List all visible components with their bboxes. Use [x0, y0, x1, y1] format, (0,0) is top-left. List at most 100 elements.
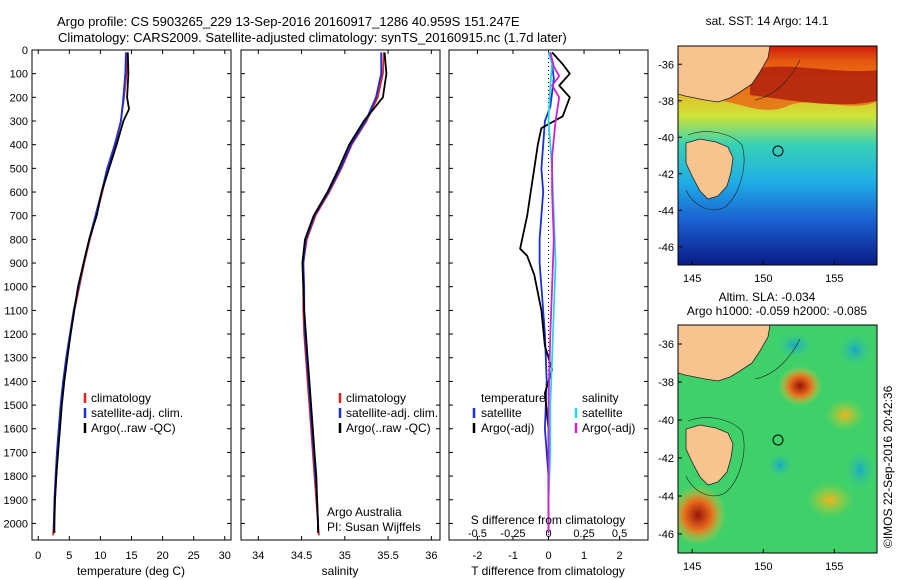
sla-cool-eddy — [775, 331, 815, 359]
depth-tick-label: 400 — [10, 140, 28, 152]
credit-argo-australia: Argo Australia — [327, 505, 402, 519]
series-line-argo-raw-qc- — [301, 52, 388, 533]
depth-tick-label: 300 — [10, 116, 28, 128]
depth-tick-label: 1800 — [4, 471, 28, 483]
temperature-plot: 0 5 10 15 20 25 30 — [32, 49, 231, 562]
series-line-satellite-adj-clim- — [52, 52, 127, 531]
depth-tick-label: 1900 — [4, 495, 28, 507]
sla-map-axes: 145 150 155 -36 -38 -40 -42 -44 -46 — [658, 339, 843, 573]
sst-map — [677, 45, 878, 266]
map-y-tick-label: -40 — [658, 415, 674, 427]
legend-title-temperature: temperature — [481, 391, 546, 405]
temperature-legend: climatology satellite-adj. clim. Argo(..… — [83, 391, 183, 435]
x-tick-label: 0 — [545, 550, 551, 562]
sst-map-title: sat. SST: 14 Argo: 14.1 — [706, 14, 829, 28]
legend-label-argo: Argo(..raw -QC) — [91, 421, 176, 435]
depth-tick-label: 1600 — [4, 424, 28, 436]
sst-map-axes: 145 150 155 -36 -38 -40 -42 -44 -46 — [658, 59, 843, 285]
s-diff-tick-label: -0.5 — [468, 528, 487, 540]
sla-cool-eddy — [766, 451, 794, 479]
depth-tick-label: 0 — [22, 45, 28, 57]
x-tick-label: 1 — [581, 550, 587, 562]
salinity-panel-frame — [240, 49, 441, 541]
depth-tick-label: 700 — [10, 211, 28, 223]
sla-map-title: Altim. SLA: -0.034 — [719, 290, 816, 304]
depth-tick-label: 1300 — [4, 353, 28, 365]
legend-label-climatology: climatology — [91, 391, 151, 405]
legend-label-s-satellite: satellite — [582, 406, 623, 420]
depth-tick-label: 500 — [10, 163, 28, 175]
map-y-tick-label: -42 — [658, 169, 674, 181]
sla-warm-patch — [825, 399, 865, 431]
sla-map-frame — [677, 324, 878, 554]
x-tick-label: 35 — [339, 550, 351, 562]
map-x-tick-label: 145 — [683, 561, 701, 573]
tasmania-landmass — [685, 424, 734, 486]
sst-hot-region — [750, 66, 877, 105]
series-line-argo-raw-qc- — [53, 52, 130, 533]
isobath-contour — [754, 59, 801, 101]
mainland-landmass — [678, 325, 771, 382]
x-tick-label: 5 — [66, 550, 72, 562]
salinity-xlabel: salinity — [322, 564, 359, 578]
legend-label-climatology: climatology — [346, 391, 406, 405]
legend-label-t-argo: Argo(-adj) — [481, 421, 534, 435]
series-line-temperature-satellite — [538, 52, 555, 533]
legend-title-salinity: salinity — [582, 391, 619, 405]
difference-legend: temperature salinity satellite Argo(-adj… — [472, 391, 635, 435]
depth-axis: 0 100 200 300 400 500 600 700 800 900 1000 1100 1200… — [4, 45, 28, 530]
credit-pi: PI: Susan Wijffels — [327, 520, 421, 534]
x-tick-label: 35.5 — [377, 550, 398, 562]
x-tick-label: 0 — [35, 550, 41, 562]
x-tick-label: 34 — [252, 550, 264, 562]
x-tick-label: -1 — [508, 550, 518, 562]
argo-float-marker — [772, 434, 784, 446]
depth-tick-label: 200 — [10, 92, 28, 104]
x-tick-label: -2 — [473, 550, 483, 562]
depth-tick-label: 1400 — [4, 376, 28, 388]
sla-warm-eddy — [678, 485, 726, 545]
map-y-tick-label: -36 — [658, 339, 674, 351]
series-line-temperature-argo-adj- — [519, 51, 571, 533]
x-tick-label: 15 — [125, 550, 137, 562]
map-x-tick-label: 145 — [683, 273, 701, 285]
x-tick-label: 30 — [219, 550, 231, 562]
sla-warm-eddy — [778, 366, 822, 406]
depth-tick-label: 1700 — [4, 447, 28, 459]
tasmania-landmass — [685, 138, 734, 200]
s-diff-tick-label: -0.25 — [500, 528, 525, 540]
sla-map-subtitle: Argo h1000: -0.059 h2000: -0.085 — [687, 304, 867, 318]
t-difference-xlabel: T difference from climatology — [471, 564, 625, 578]
figure-title: Argo profile: CS 5903265_229 13-Sep-2016… — [57, 14, 520, 29]
salinity-plot: 34 34.5 35 35.5 36 — [241, 49, 440, 562]
series-line-salinity-argo-adj- — [547, 52, 561, 533]
series-line-climatology — [52, 52, 128, 536]
map-y-tick-label: -46 — [658, 529, 674, 541]
temperature-panel-frame — [31, 49, 232, 541]
mainland-landmass — [678, 46, 771, 103]
map-y-tick-label: -38 — [658, 96, 674, 108]
legend-label-satellite: satellite-adj. clim. — [91, 406, 183, 420]
s-diff-tick-label: 0.5 — [612, 528, 627, 540]
sla-cool-eddy — [837, 332, 873, 368]
depth-tick-label: 1100 — [4, 305, 28, 317]
depth-tick-label: 900 — [10, 258, 28, 270]
depth-tick-label: 1500 — [4, 400, 28, 412]
map-x-tick-label: 150 — [754, 273, 772, 285]
legend-label-s-argo: Argo(-adj) — [582, 421, 635, 435]
depth-tick-label: 600 — [10, 187, 28, 199]
map-y-tick-label: -40 — [658, 132, 674, 144]
s-diff-tick-label: 0.25 — [573, 528, 594, 540]
x-tick-label: 36 — [425, 550, 437, 562]
sla-warm-patch — [806, 482, 854, 518]
sst-map-frame — [677, 45, 878, 266]
map-y-tick-label: -46 — [658, 242, 674, 254]
temperature-xlabel: temperature (deg C) — [77, 564, 185, 578]
x-tick-label: 25 — [188, 550, 200, 562]
legend-label-satellite: satellite-adj. clim. — [346, 406, 438, 420]
isobath-contour — [685, 131, 745, 211]
s-difference-xlabel: S difference from climatology — [471, 513, 626, 527]
imos-credit: ©IMOS 22-Sep-2016 20:42:36 — [881, 385, 895, 548]
